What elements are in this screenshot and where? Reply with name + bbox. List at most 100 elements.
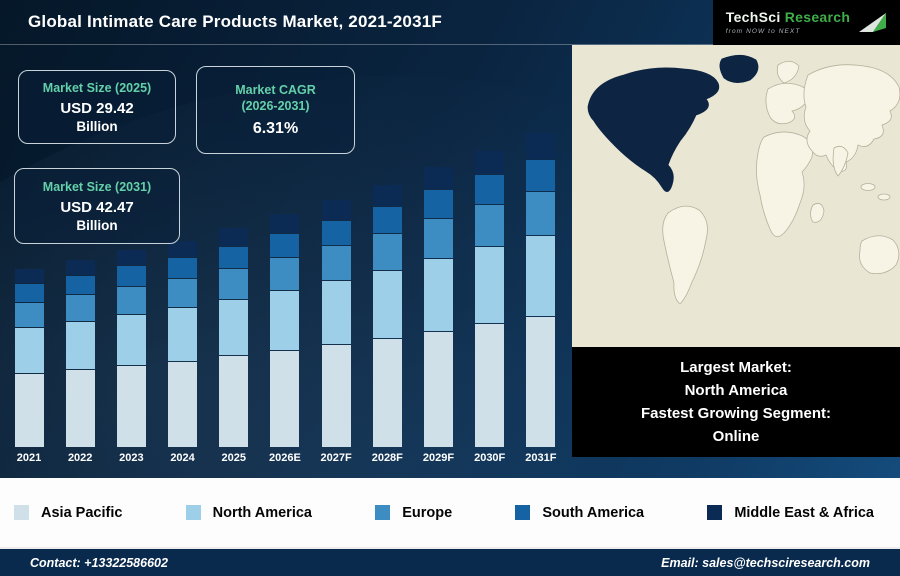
x-axis-label: 2022 (67, 452, 93, 464)
map-region-india (832, 145, 849, 177)
map-region-island (877, 193, 891, 201)
bar-segment-asia-pacific (424, 332, 453, 447)
bar-segment-middle-east-africa (424, 167, 453, 189)
x-axis-label: 2030F (474, 452, 506, 464)
bar-segment-asia-pacific (219, 356, 249, 447)
bar-segment-asia-pacific (65, 370, 95, 447)
legend-item-south-america: South America (515, 505, 644, 521)
footer-email: Email: sales@techsciresearch.com (661, 555, 870, 570)
callout-line-2: North America (684, 381, 788, 399)
bar-stack (116, 250, 146, 447)
bar-segment-middle-east-africa (475, 151, 505, 174)
bar-group-2028f: 2028F (370, 185, 404, 464)
x-axis-label: 2027F (320, 452, 352, 464)
bar-segment-north-america (14, 328, 44, 373)
map-region-australia (859, 235, 900, 275)
bar-segment-europe (475, 205, 505, 246)
x-axis-label: 2023 (119, 452, 144, 464)
bar-segment-south-america (424, 190, 453, 218)
x-axis-label: 2029F (422, 452, 455, 464)
map-region-south-america (662, 205, 708, 305)
legend-label: Europe (402, 504, 453, 521)
bar-segment-europe (116, 287, 146, 314)
x-axis-label: 2026E (269, 452, 301, 464)
bar-stack (168, 241, 198, 447)
bar-stack (372, 185, 402, 447)
bar-segment-north-america (424, 259, 453, 331)
bar-group-2027f: 2027F (319, 200, 353, 464)
bar-segment-asia-pacific (372, 339, 402, 447)
page-title: Global Intimate Care Products Market, 20… (28, 12, 442, 31)
bar-segment-middle-east-africa (168, 241, 198, 257)
bar-segment-europe (65, 295, 95, 321)
logo-name-secondary: Research (784, 9, 851, 26)
bar-stack (219, 228, 249, 447)
logo-text: TechSci Research from NOW to NEXT (726, 10, 850, 35)
bar-group-2023: 2023 (114, 250, 148, 464)
stacked-bar-chart-zone: 2021 2022 2023 2024 2025 2026E 2027F 2028F 2029F… (0, 45, 566, 478)
bar-segment-europe (424, 219, 453, 258)
largest-market-callout: Largest Market: North America Fastest Gr… (572, 347, 900, 457)
market-size-2031-value: USD 42.47 (60, 199, 134, 217)
bar-segment-south-america (168, 258, 198, 278)
bar-group-2030f: 2030F (473, 151, 507, 464)
bar-group-2022: 2022 (63, 260, 97, 464)
legend-item-middle-east-africa: Middle East & Africa (707, 505, 874, 521)
bar-segment-europe (321, 246, 351, 280)
market-cagr-label-line1: Market CAGR (235, 82, 316, 97)
bar-stack (14, 269, 44, 447)
legend-label: Middle East & Africa (734, 504, 874, 521)
bar-segment-south-america (219, 247, 249, 268)
market-cagr-box: Market CAGR (2026-2031) 6.31% (196, 66, 355, 154)
bar-segment-asia-pacific (475, 324, 505, 447)
legend-item-asia-pacific: Asia Pacific (14, 505, 122, 521)
legend-label: South America (542, 504, 645, 521)
bar-segment-asia-pacific (168, 362, 198, 447)
callout-line-4: Online (712, 428, 760, 446)
market-size-2031-unit: Billion (76, 218, 118, 234)
bar-stack (321, 200, 351, 447)
chart-legend: Asia Pacific North America Europe South Ame… (0, 478, 900, 547)
bar-segment-middle-east-africa (372, 185, 402, 206)
market-size-2025-value: USD 29.42 (60, 100, 134, 118)
bar-segment-north-america (321, 281, 351, 344)
x-axis-label: 2021 (16, 452, 42, 464)
bar-segment-south-america (526, 160, 556, 191)
bar-stack (65, 260, 95, 447)
legend-label: Asia Pacific (41, 504, 123, 521)
logo-name-primary: TechSci (725, 9, 781, 26)
world-map-panel (572, 45, 900, 347)
bar-stack (424, 167, 453, 447)
world-map (572, 45, 900, 347)
map-region-north-america (587, 67, 720, 192)
bar-segment-south-america (475, 175, 505, 204)
map-region-scandinavia (776, 60, 800, 84)
bar-group-2024: 2024 (166, 241, 200, 464)
bar-segment-north-america (526, 236, 556, 316)
market-size-2025-box: Market Size (2025) USD 29.42 Billion (18, 70, 176, 144)
bar-segment-north-america (65, 322, 95, 369)
legend-swatch (375, 505, 391, 520)
map-region-europe (765, 82, 809, 125)
bar-segment-middle-east-africa (219, 228, 249, 246)
bar-segment-asia-pacific (270, 351, 300, 447)
footer-contact: Contact: +13322586602 (30, 555, 168, 570)
map-region-asia (803, 64, 900, 172)
logo-name: TechSci Research (726, 10, 850, 25)
bar-segment-south-america (270, 234, 300, 257)
bar-stack (475, 151, 505, 447)
x-axis-label: 2025 (221, 452, 246, 464)
bar-segment-asia-pacific (14, 374, 44, 447)
legend-swatch (707, 505, 723, 520)
bar-group-2025: 2025 (217, 228, 251, 464)
legend-item-europe: Europe (375, 505, 452, 521)
bar-segment-middle-east-africa (116, 250, 146, 265)
bar-segment-north-america (372, 271, 402, 338)
bar-segment-asia-pacific (116, 366, 146, 447)
map-region-island (860, 183, 876, 191)
bar-segment-europe (14, 303, 44, 327)
market-size-2031-box: Market Size (2031) USD 42.47 Billion (14, 168, 180, 244)
market-cagr-value: 6.31% (252, 120, 299, 138)
bar-segment-europe (219, 269, 249, 299)
